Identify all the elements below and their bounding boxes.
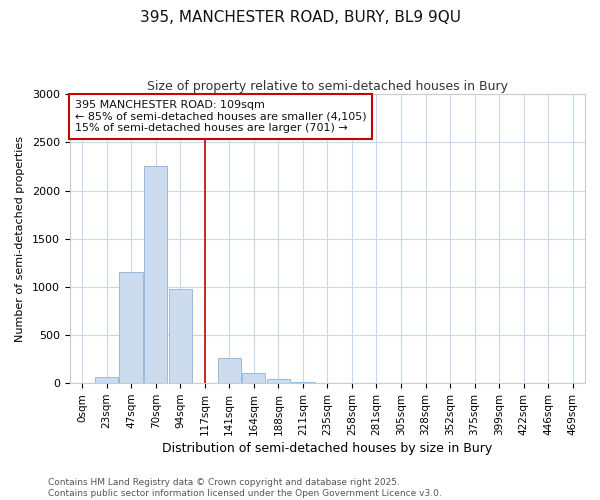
Bar [169, 290, 192, 383]
Bar [242, 372, 265, 383]
Bar [266, 379, 290, 383]
Title: Size of property relative to semi-detached houses in Bury: Size of property relative to semi-detach… [147, 80, 508, 93]
Text: Contains HM Land Registry data © Crown copyright and database right 2025.
Contai: Contains HM Land Registry data © Crown c… [48, 478, 442, 498]
Bar [291, 382, 314, 383]
Bar [95, 378, 118, 383]
Bar [218, 358, 241, 383]
Bar [144, 166, 167, 383]
Y-axis label: Number of semi-detached properties: Number of semi-detached properties [15, 136, 25, 342]
Text: 395 MANCHESTER ROAD: 109sqm
← 85% of semi-detached houses are smaller (4,105)
15: 395 MANCHESTER ROAD: 109sqm ← 85% of sem… [75, 100, 367, 133]
Text: 395, MANCHESTER ROAD, BURY, BL9 9QU: 395, MANCHESTER ROAD, BURY, BL9 9QU [139, 10, 461, 25]
X-axis label: Distribution of semi-detached houses by size in Bury: Distribution of semi-detached houses by … [162, 442, 493, 455]
Bar [119, 272, 143, 383]
